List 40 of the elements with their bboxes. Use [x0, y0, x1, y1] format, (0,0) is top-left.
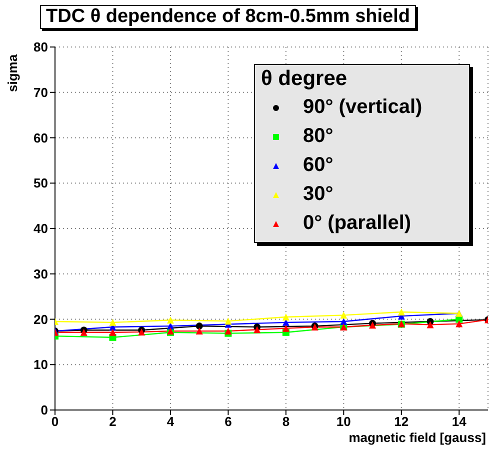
y-tick-label: 20 [34, 312, 48, 327]
legend-label: 90° (vertical) [303, 96, 422, 119]
legend-label: 0° (parallel) [303, 212, 412, 235]
point [196, 328, 203, 335]
point [282, 324, 290, 332]
x-tick-label: 10 [336, 414, 351, 430]
point [340, 318, 348, 326]
chart-title: TDC θ dependence of 8cm-0.5mm shield [40, 5, 416, 29]
y-tick-label: 80 [34, 40, 48, 55]
point [398, 308, 405, 316]
y-tick-label: 30 [34, 266, 48, 282]
y-tick-label: 60 [34, 130, 48, 146]
y-tick-label: 10 [34, 357, 48, 372]
point [254, 326, 261, 334]
y-tick-label: 0 [40, 402, 48, 418]
y-tick-label: 70 [34, 84, 48, 100]
y-axis-title: sigma [5, 54, 20, 92]
point [340, 312, 348, 319]
point [166, 316, 174, 324]
point [109, 328, 116, 336]
y-tick-label: 50 [34, 176, 48, 191]
point [426, 321, 434, 328]
x-tick-label: 0 [51, 414, 59, 430]
x-tick-label: 2 [109, 414, 116, 430]
x-tick-label: 14 [452, 414, 468, 430]
x-tick-label: 8 [282, 414, 290, 430]
legend-label: 80° [303, 125, 334, 148]
point [196, 322, 203, 330]
legend-label: 30° [303, 183, 334, 206]
x-axis-title: magnetic field [gauss] [348, 430, 486, 445]
legend-title: θ degree [261, 67, 348, 91]
point [109, 318, 116, 326]
x-tick-label: 4 [166, 414, 175, 430]
y-tick-label: 40 [34, 221, 48, 236]
x-tick-label: 6 [224, 414, 232, 430]
x-tick-label: 12 [394, 414, 409, 430]
point [456, 320, 463, 328]
legend-label: 60° [303, 154, 334, 177]
point [282, 313, 290, 320]
point [224, 318, 232, 325]
